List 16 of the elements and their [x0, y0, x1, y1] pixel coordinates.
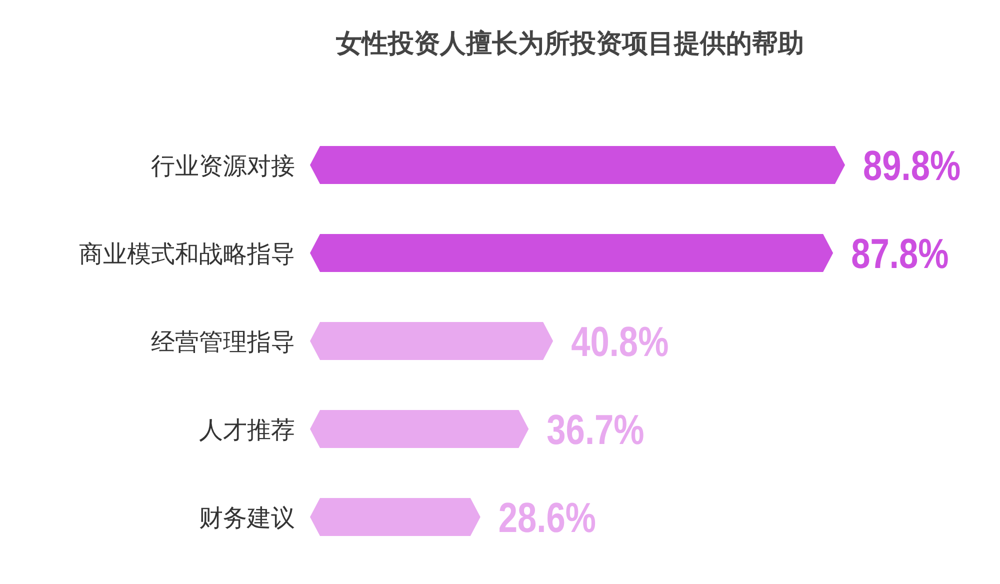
bar — [310, 234, 834, 272]
y-tick-label: 人才推荐 — [199, 417, 295, 444]
y-tick-label: 商业模式和战略指导 — [79, 241, 295, 268]
y-tick-label: 经营管理指导 — [151, 329, 295, 356]
data-label: 28.6% — [498, 494, 596, 542]
data-label: 36.7% — [546, 406, 644, 454]
y-tick-label: 财务建议 — [199, 505, 295, 532]
data-label: 40.8% — [571, 318, 669, 366]
chart-title: 女性投资人擅长为所投资项目提供的帮助 — [335, 28, 804, 58]
data-label: 87.8% — [851, 230, 949, 278]
y-tick-label: 行业资源对接 — [151, 153, 295, 180]
bar — [310, 146, 845, 184]
bar — [310, 410, 529, 448]
bar — [310, 322, 554, 360]
bar — [310, 498, 480, 536]
data-label: 89.8% — [863, 142, 961, 190]
